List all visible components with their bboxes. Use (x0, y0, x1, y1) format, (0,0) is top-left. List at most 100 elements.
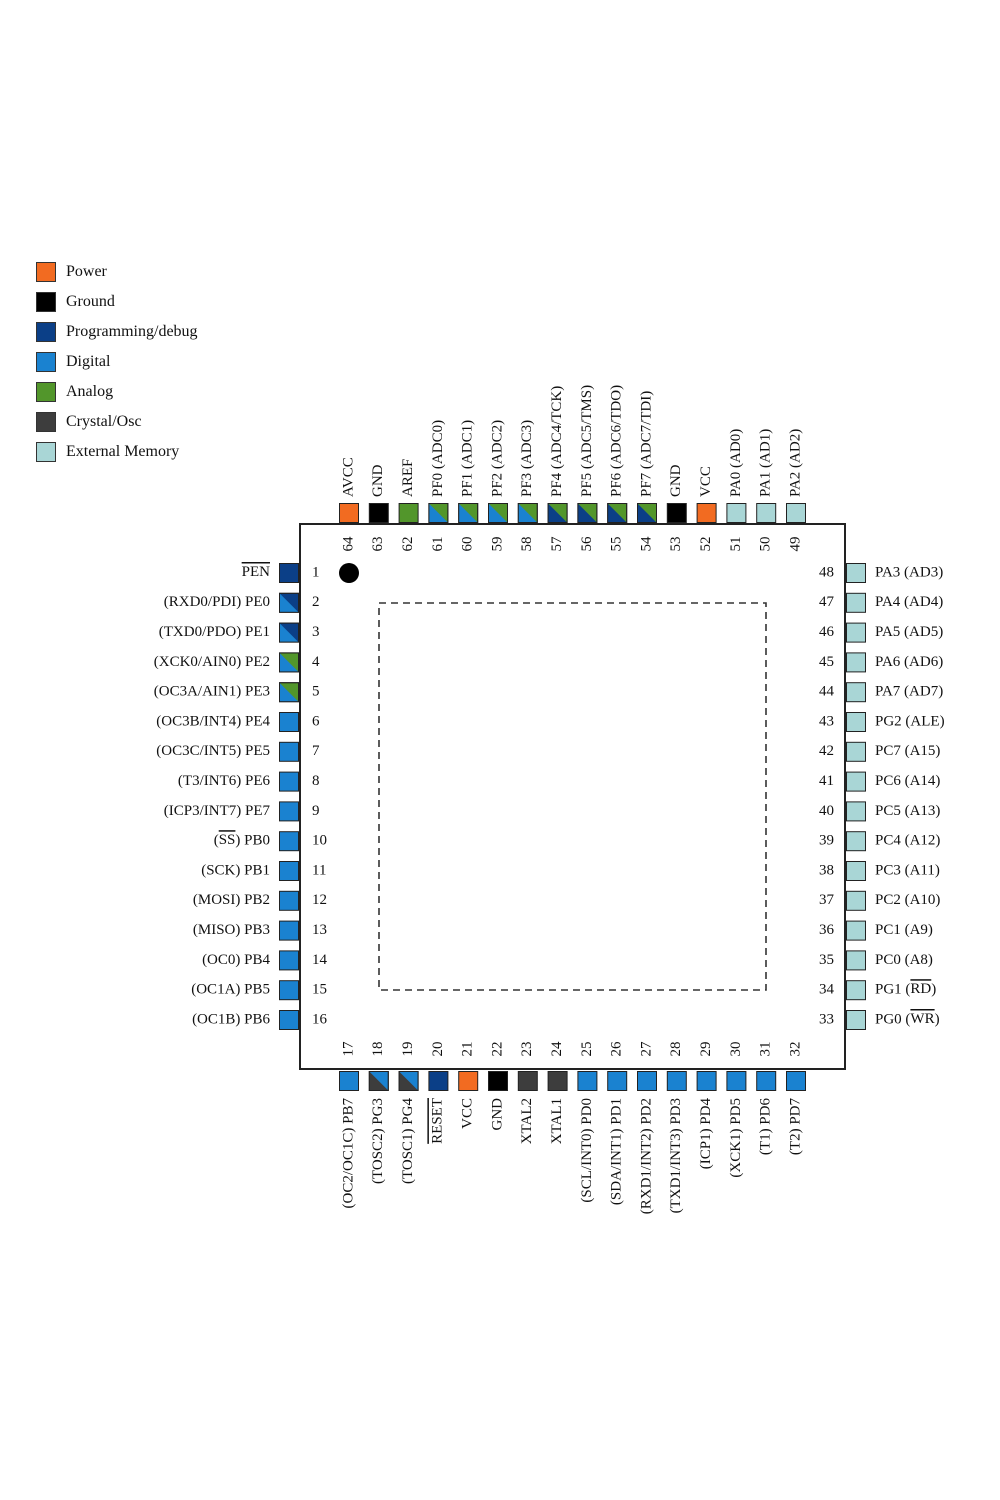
pin-label: (OC3C/INT5) PE5 (156, 743, 270, 759)
pin-label: (TOSC2) PG3 (370, 1098, 386, 1184)
pin-label: PA0 (AD0) (728, 429, 744, 497)
pin-swatch (279, 861, 299, 881)
pin-swatch (458, 1071, 479, 1091)
pin-swatch (846, 950, 866, 971)
pin-label: (OC2/OC1C) PB7 (340, 1098, 356, 1209)
pin-label: GND (370, 464, 386, 497)
pin-number: 64 (340, 536, 356, 552)
pin-number: 34 (819, 982, 835, 998)
pin-number: 15 (312, 982, 327, 998)
pin-label: XTAL1 (549, 1098, 565, 1144)
pin-number: 62 (400, 537, 416, 552)
pin-number: 9 (312, 803, 320, 819)
pin-number: 14 (312, 952, 328, 968)
pin-swatch (846, 980, 866, 1001)
pin-number: 2 (312, 594, 320, 610)
pin-label: (T3/INT6) PE6 (178, 773, 271, 789)
pin-label: (SCL/INT0) PD0 (579, 1098, 595, 1203)
pin-number: 18 (370, 1042, 386, 1057)
pin-label: PA6 (AD6) (875, 654, 943, 670)
pin-label: PA5 (AD5) (875, 624, 943, 640)
pin1-marker (339, 563, 359, 583)
pin-swatch (339, 1071, 359, 1091)
pin-number: 6 (312, 713, 320, 729)
pin-label: (OC3B/INT4) PE4 (156, 713, 270, 729)
pin-number: 13 (312, 922, 327, 938)
pin-label: GND (668, 464, 684, 497)
pin-label: PC2 (A10) (875, 892, 940, 908)
pin-label: GND (489, 1098, 505, 1131)
pin-swatch (398, 503, 419, 523)
pin-swatch (846, 741, 866, 762)
legend-swatch (36, 292, 56, 312)
pin-swatch (279, 831, 299, 852)
pin-swatch (786, 503, 806, 523)
pin-number: 59 (489, 537, 505, 552)
pin-label: (TOSC1) PG4 (400, 1098, 416, 1184)
pin-swatch (458, 503, 479, 523)
pin-label: (SCK) PB1 (201, 862, 270, 878)
pin-label: (ICP1) PD4 (698, 1098, 714, 1170)
pin-swatch (279, 741, 299, 762)
pin-swatch (846, 890, 866, 911)
pin-number: 16 (312, 1011, 328, 1027)
pin-swatch (428, 503, 449, 523)
pin-number: 31 (758, 1042, 774, 1057)
pin-label: PA3 (AD3) (875, 564, 943, 580)
die-outline (378, 602, 767, 991)
pin-label: (SDA/INT1) PD1 (609, 1098, 625, 1205)
pin-label: (TXD0/PDO) PE1 (159, 624, 270, 640)
pin-swatch (666, 1071, 687, 1091)
pin-swatch (279, 712, 299, 732)
pin-swatch (279, 920, 299, 941)
legend-label: Analog (66, 383, 114, 400)
pin-label: PF2 (ADC2) (489, 420, 505, 497)
pin-label: RESET (430, 1098, 446, 1144)
pin-swatch (398, 1071, 419, 1091)
pin-swatch (577, 503, 598, 523)
pin-label: (T1) PD6 (758, 1098, 774, 1156)
pin-swatch (279, 682, 299, 703)
legend-label: Power (66, 263, 107, 280)
pin-label: PA1 (AD1) (758, 429, 774, 497)
pin-label: PC6 (A14) (875, 773, 940, 789)
pin-swatch (279, 801, 299, 822)
pin-swatch (428, 1071, 449, 1091)
legend-swatch (36, 322, 56, 342)
pin-number: 58 (519, 537, 535, 552)
legend-label: Digital (66, 353, 111, 370)
pin-number: 43 (819, 713, 834, 729)
pin-number: 36 (819, 922, 835, 938)
legend-swatch (36, 382, 56, 402)
pin-number: 22 (489, 1042, 505, 1057)
pin-number: 4 (312, 654, 320, 670)
pin-swatch (279, 652, 299, 673)
pin-label: (MISO) PB3 (193, 922, 270, 938)
pin-number: 40 (819, 803, 834, 819)
pin-number: 41 (819, 773, 834, 789)
pin-number: 53 (668, 537, 684, 552)
pin-swatch (846, 652, 866, 673)
pin-label: (OC0) PB4 (202, 952, 270, 968)
pin-number: 60 (460, 537, 476, 552)
pin-swatch (846, 563, 866, 583)
pin-swatch (577, 1071, 598, 1091)
pin-number: 42 (819, 743, 834, 759)
pin-label: PF7 (ADC7/TDI) (638, 391, 654, 497)
pin-number: 11 (312, 862, 326, 878)
pin-swatch (279, 980, 299, 1001)
pin-swatch (517, 1071, 538, 1091)
pin-swatch (666, 503, 687, 523)
pin-number: 37 (819, 892, 835, 908)
pin-swatch (846, 1010, 866, 1030)
pin-swatch (696, 1071, 717, 1091)
pin-label: PF6 (ADC6/TDO) (609, 385, 625, 497)
pin-number: 33 (819, 1011, 834, 1027)
pin-number: 26 (609, 1041, 625, 1057)
pin-number: 12 (312, 892, 327, 908)
pin-label: PC3 (A11) (875, 862, 940, 878)
pin-swatch (846, 861, 866, 881)
pin-number: 47 (819, 594, 835, 610)
pin-label: (T2) PD7 (787, 1098, 803, 1156)
